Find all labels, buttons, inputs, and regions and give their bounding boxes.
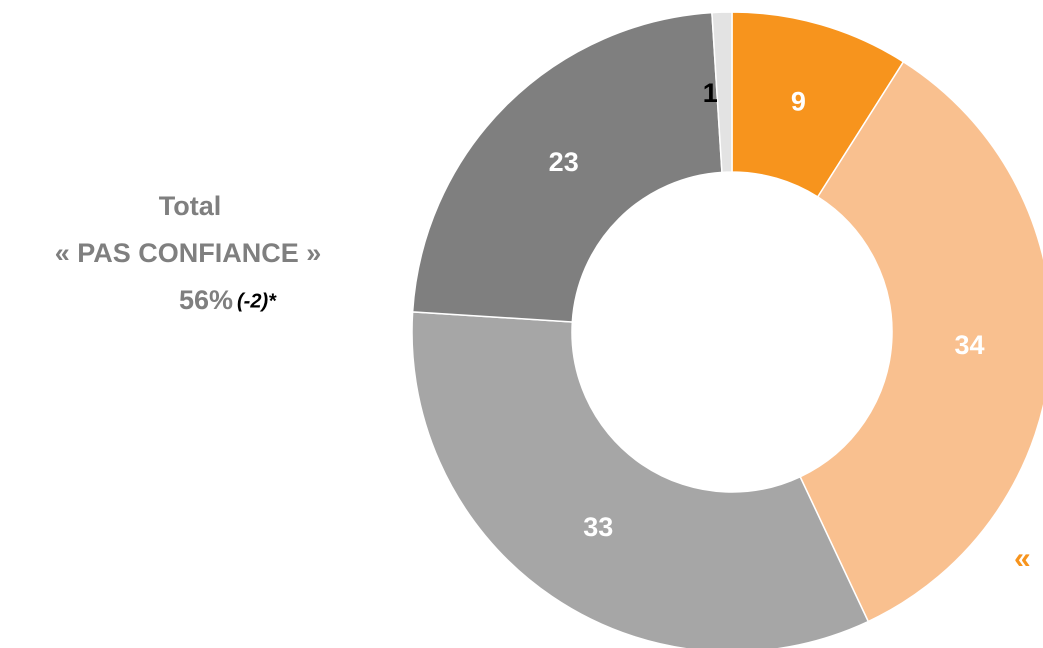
- annotation: Total: [159, 191, 222, 221]
- annotation: (-2)*: [237, 290, 277, 312]
- data-label: 34: [955, 330, 985, 360]
- slice: [799, 60, 1043, 623]
- data-label: 9: [791, 87, 806, 117]
- data-label: 1: [703, 78, 718, 108]
- donut: [411, 11, 1043, 648]
- data-label: 23: [549, 147, 579, 177]
- slice: [411, 311, 870, 648]
- annotation: 56%: [179, 285, 233, 315]
- slice: [711, 11, 733, 174]
- annotation: «: [1014, 542, 1031, 575]
- data-label: 33: [583, 512, 613, 542]
- slice: [411, 11, 723, 323]
- annotation: « PAS CONFIANCE »: [55, 238, 322, 268]
